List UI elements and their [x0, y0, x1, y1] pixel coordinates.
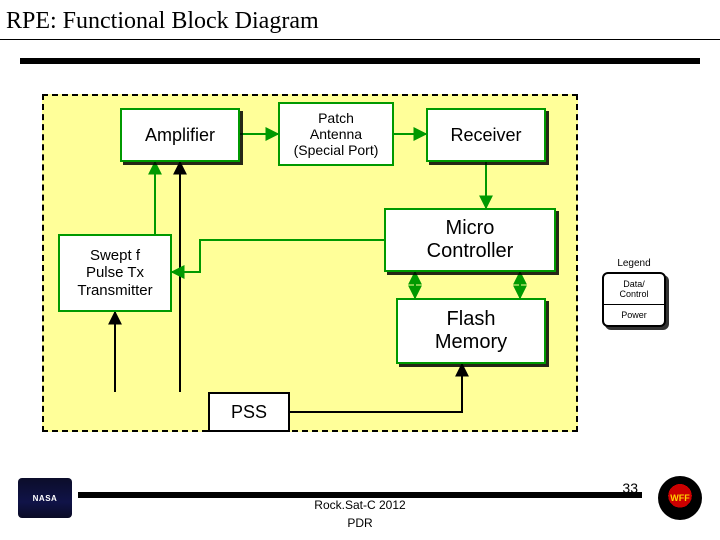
footer-line-2: PDR	[0, 516, 720, 530]
block-transmitter-label: Swept fPulse TxTransmitter	[77, 247, 152, 299]
block-patch-antenna: PatchAntenna(Special Port)	[278, 102, 394, 166]
block-flash-memory: FlashMemory	[396, 298, 546, 364]
wff-logo: WFF	[658, 476, 702, 520]
legend: Legend Data/Control Power	[602, 258, 666, 327]
block-micro-label: MicroController	[427, 217, 514, 263]
legend-item-power: Power	[604, 307, 664, 323]
legend-item-data-control: Data/Control	[604, 276, 664, 302]
page-number: 33	[622, 480, 638, 496]
footer-line-1: Rock.Sat-C 2012	[0, 498, 720, 512]
block-antenna-label: PatchAntenna(Special Port)	[294, 110, 379, 158]
block-transmitter: Swept fPulse TxTransmitter	[58, 234, 172, 312]
nasa-logo: NASA	[18, 478, 72, 518]
legend-box: Data/Control Power	[602, 272, 666, 327]
block-pss: PSS	[208, 392, 290, 432]
block-receiver: Receiver	[426, 108, 546, 162]
block-amplifier-label: Amplifier	[145, 125, 215, 146]
block-pss-label: PSS	[231, 402, 267, 423]
block-flash-label: FlashMemory	[435, 308, 507, 354]
legend-title: Legend	[602, 258, 666, 269]
block-receiver-label: Receiver	[450, 125, 521, 146]
block-micro-controller: MicroController	[384, 208, 556, 272]
legend-divider	[604, 304, 664, 305]
block-amplifier: Amplifier	[120, 108, 240, 162]
